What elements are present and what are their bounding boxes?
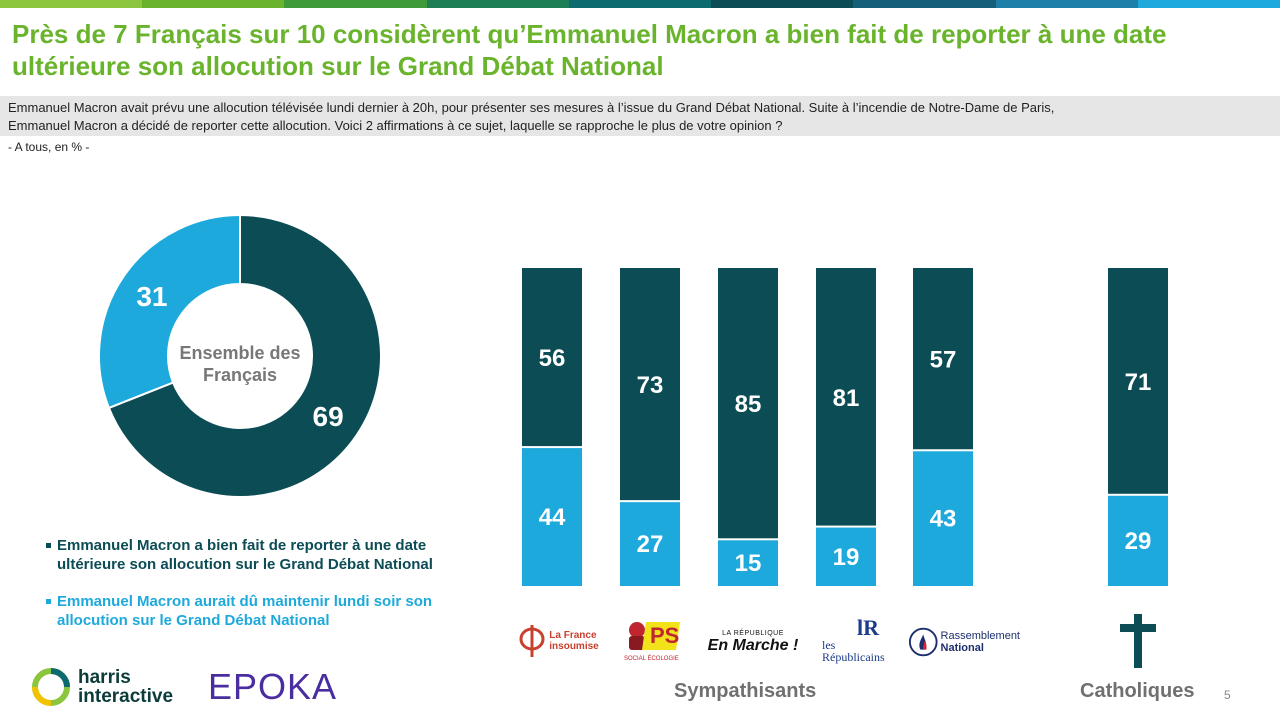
page-title: Près de 7 Français sur 10 considèrent qu… xyxy=(12,18,1262,82)
rn-logo: Rassemblement National xyxy=(908,622,1020,662)
bar-segment-maintenir-3 xyxy=(718,540,778,586)
legend-label-maintenir-line-1: Emmanuel Macron aurait dû maintenir lund… xyxy=(57,593,433,610)
bar-label-maintenir-3: 15 xyxy=(735,550,762,577)
bar-segment-reporter-2 xyxy=(620,268,680,501)
bar-segment-maintenir-2 xyxy=(620,502,680,586)
bar-segment-maintenir-5 xyxy=(913,451,973,586)
lrem-line-1: LA RÉPUBLIQUE xyxy=(722,629,784,637)
bar-segment-reporter-1 xyxy=(522,268,582,447)
bar-label-reporter-1: 56 xyxy=(539,345,566,372)
bar-label-maintenir-1: 44 xyxy=(539,504,566,531)
lr-line-1: les xyxy=(822,637,836,652)
donut-chart: 69 31 Ensemble des Français xyxy=(98,214,382,498)
rn-line-1: Rassemblement xyxy=(940,630,1020,642)
donut-slice-1 xyxy=(107,214,382,498)
lrem-line-2: En Marche ! xyxy=(707,636,799,654)
lr-line-2: Républicains xyxy=(822,649,885,664)
bar-label-maintenir-5: 43 xyxy=(930,506,957,533)
harris-line-1: harris xyxy=(78,667,131,688)
rn-line-2: National xyxy=(940,642,984,654)
bar-segment-reporter-3 xyxy=(718,268,778,539)
harris-line-2: interactive xyxy=(78,686,174,707)
donut-center-label: Ensemble des Français xyxy=(158,342,322,386)
lrem-logo: LA RÉPUBLIQUE En Marche ! xyxy=(700,624,806,660)
flame-icon xyxy=(908,627,938,657)
donut-svg: 69 31 xyxy=(98,214,382,498)
bar-label-reporter-6: 71 xyxy=(1125,369,1152,396)
question-box: Emmanuel Macron avait prévu une allocuti… xyxy=(0,96,1280,136)
ps-text: PS xyxy=(650,623,680,648)
group-label-sympathisants: Sympathisants xyxy=(674,680,817,702)
ps-logo: PS SOCIAL ÉCOLOGIE xyxy=(620,618,684,666)
legend-item-maintenir: Emmanuel Macron aurait dû maintenir lund… xyxy=(46,592,466,630)
legend-item-reporter: Emmanuel Macron a bien fait de reporter … xyxy=(46,536,466,574)
bar-segment-maintenir-6 xyxy=(1108,495,1168,586)
rose-fist-icon xyxy=(629,622,645,650)
group-label-catholiques: Catholiques xyxy=(1080,680,1195,702)
donut-slice-2 xyxy=(98,214,241,410)
legend-label-maintenir-line-2: allocution sur le Grand Débat National xyxy=(57,612,330,629)
legend-label-reporter-line-1: Emmanuel Macron a bien fait de reporter … xyxy=(57,537,427,554)
donut-center-line-2: Français xyxy=(202,365,278,385)
top-color-bar xyxy=(0,0,1280,8)
legend-label-reporter-line-2: ultérieure son allocution sur le Grand D… xyxy=(57,556,433,573)
bar-label-reporter-3: 85 xyxy=(735,391,762,418)
ps-subtext: SOCIAL ÉCOLOGIE xyxy=(624,656,679,662)
page-number: 5 xyxy=(1224,688,1231,702)
bar-segment-reporter-6 xyxy=(1108,268,1168,494)
lr-logo: lR les Républicains xyxy=(818,614,894,666)
bar-label-reporter-4: 81 xyxy=(833,385,860,412)
bar-segment-maintenir-4 xyxy=(816,527,876,586)
legend-swatch-light xyxy=(46,599,51,604)
legend: Emmanuel Macron a bien fait de reporter … xyxy=(46,536,466,648)
question-line-2: Emmanuel Macron a décidé de reporter cet… xyxy=(8,118,783,133)
harris-ring-icon xyxy=(32,668,70,706)
legend-label-maintenir: Emmanuel Macron aurait dû maintenir lund… xyxy=(57,592,432,630)
base-note: - A tous, en % - xyxy=(8,140,90,154)
title-line-2: ultérieure son allocution sur le Grand D… xyxy=(12,51,664,81)
bar-segment-maintenir-1 xyxy=(522,448,582,586)
lfi-line-1: La France xyxy=(549,630,597,641)
lr-mark: lR xyxy=(857,614,879,640)
harris-interactive-logo: harris interactive xyxy=(30,664,190,710)
donut-slice-label-1: 69 xyxy=(313,401,344,432)
bar-label-maintenir-6: 29 xyxy=(1125,528,1152,555)
latin-cross-icon xyxy=(1118,614,1158,668)
bar-label-maintenir-2: 27 xyxy=(637,531,664,558)
title-line-1: Près de 7 Français sur 10 considèrent qu… xyxy=(12,19,1167,49)
bar-label-reporter-2: 73 xyxy=(637,372,664,399)
epoka-logo: EPOKA xyxy=(208,666,338,707)
donut-slice-label-2: 31 xyxy=(136,281,167,312)
phi-icon xyxy=(519,625,545,657)
legend-swatch-dark xyxy=(46,543,51,548)
bar-segment-reporter-4 xyxy=(816,268,876,526)
bar-label-reporter-5: 57 xyxy=(930,347,957,374)
question-line-1: Emmanuel Macron avait prévu une allocuti… xyxy=(8,100,1055,115)
lfi-logo: La France insoumise xyxy=(512,620,604,662)
bar-label-maintenir-4: 19 xyxy=(833,544,860,571)
donut-center-line-1: Ensemble des xyxy=(179,343,301,363)
legend-label-reporter: Emmanuel Macron a bien fait de reporter … xyxy=(57,536,433,574)
bar-segment-reporter-5 xyxy=(913,268,973,450)
lfi-line-2: insoumise xyxy=(549,641,599,652)
